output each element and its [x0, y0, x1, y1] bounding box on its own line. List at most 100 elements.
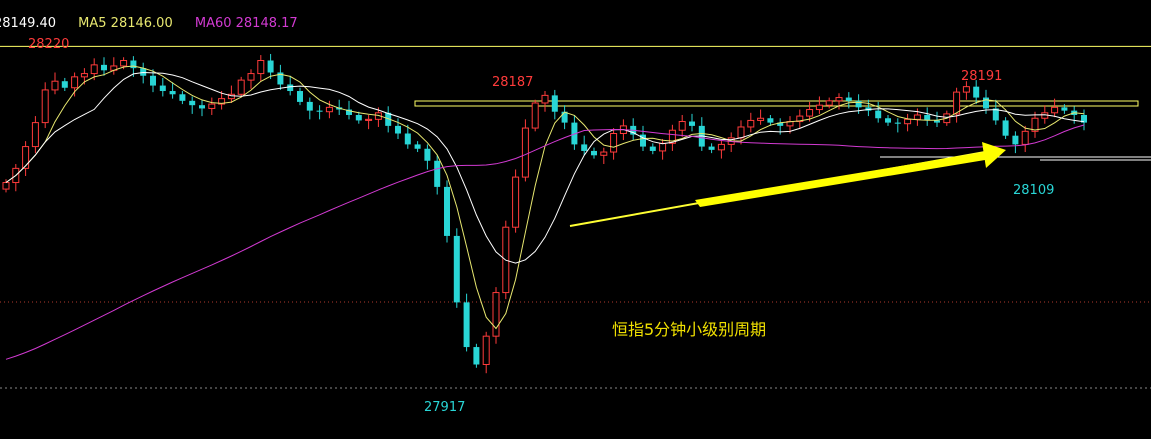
trend-arrow-head [982, 142, 1006, 168]
candle-body-down [414, 144, 421, 149]
candle-body-up [1021, 130, 1029, 145]
candle-body-down [894, 122, 901, 124]
candle-body-up [521, 127, 529, 178]
candle-body-down [355, 114, 362, 121]
candle-body-up [668, 129, 676, 144]
candle-body-down [767, 118, 774, 123]
candle-body-down [640, 134, 646, 147]
candle-body-down [885, 118, 891, 123]
candle-body-up [531, 102, 539, 129]
candle-body-up [482, 335, 490, 365]
candle-body-up [71, 76, 79, 89]
resistance-channel [414, 100, 1139, 107]
candle-body-up [2, 182, 10, 190]
low-label: 27917 [424, 400, 466, 415]
candle-body-up [1031, 117, 1039, 132]
candle-body-down [689, 121, 695, 126]
candle-body-down [316, 110, 323, 112]
candle-body-up [41, 89, 49, 124]
candle-body-up [237, 79, 245, 95]
candle-body-up [257, 60, 265, 75]
candle-body-down [1081, 114, 1087, 123]
candle-body-down [150, 75, 156, 86]
candle-body-up [22, 146, 30, 169]
candle-body-down [924, 114, 931, 121]
candle-body-down [297, 91, 303, 102]
candle-body-up [737, 126, 745, 139]
candle-body-up [31, 122, 39, 148]
candle-body-down [934, 120, 940, 123]
candle-body-down [473, 347, 480, 365]
candle-body-down [581, 144, 588, 151]
candle-body-up [208, 103, 216, 109]
candle-body-down [287, 84, 294, 92]
candle-body-down [306, 101, 313, 111]
candle-body-up [218, 98, 226, 105]
candle-body-down [983, 97, 989, 109]
candle-body-up [678, 121, 686, 131]
candle-body-down [346, 109, 352, 115]
candle-body-up [492, 292, 500, 337]
candle-body-up [815, 104, 823, 111]
candle-body-down [875, 110, 882, 119]
candle-body-down [855, 100, 862, 108]
candle-body-down [561, 111, 568, 123]
candle-body-up [659, 142, 667, 152]
candle-body-down [992, 108, 999, 121]
candle-body-down [140, 68, 147, 76]
candle-body-down [463, 302, 470, 348]
candle-body-down [1061, 107, 1068, 111]
candle-body-down [395, 125, 401, 134]
candle-body-down [444, 186, 450, 236]
candle-body-up [365, 118, 373, 121]
candle-body-down [189, 100, 196, 106]
candle-body-up [904, 118, 912, 125]
candle-body-up [51, 80, 59, 91]
candle-body-up [90, 64, 98, 75]
candle-body-up [247, 73, 255, 81]
candle-body-down [130, 60, 137, 69]
candle-body-down [169, 91, 176, 95]
ma60-line [5, 124, 1085, 360]
candle-body-up [541, 94, 549, 104]
candle-body-down [434, 160, 441, 187]
candle-body-down [277, 72, 284, 85]
candle-body-down [424, 148, 431, 161]
candle-body-down [973, 86, 980, 98]
candle-body-down [591, 150, 597, 156]
trend-arrow-shaft [695, 152, 985, 207]
candle-body-down [845, 97, 852, 101]
candle-body-up [806, 109, 814, 117]
candle-body-up [913, 114, 921, 120]
close-value: 28149.40 [0, 16, 57, 31]
candle-body-down [267, 60, 274, 73]
candle-body-down [101, 64, 107, 71]
ma5-legend: MA5 28146.00 [78, 16, 173, 31]
candle-body-up [835, 97, 843, 102]
candle-body-up [610, 133, 618, 153]
candle-body-up [227, 93, 235, 100]
candle-body-down [551, 95, 558, 112]
candle-body-up [1051, 106, 1059, 114]
candle-body-up [717, 143, 725, 151]
ma60-legend: MA60 28148.17 [194, 16, 298, 31]
low-label: 28109 [1013, 183, 1055, 198]
candle-body-up [757, 117, 765, 121]
candle-body-up [325, 106, 333, 113]
candle-body-up [80, 73, 88, 78]
candle-body-up [120, 60, 128, 67]
candle-body-down [1012, 135, 1019, 145]
candle-body-down [649, 146, 656, 151]
candle-body-down [179, 94, 186, 101]
candle-body-down [1002, 120, 1009, 136]
candle-body-down [61, 81, 68, 88]
high-label: 28220 [28, 37, 70, 52]
candle-body-down [385, 112, 392, 126]
legend: 28149.40 MA5 28146.00 MA60 28148.17 [0, 16, 316, 34]
candle-body-down [159, 85, 166, 92]
chart-caption: 恒指5分钟小级别周期 [612, 320, 767, 339]
candle-body-down [453, 235, 460, 303]
candle-body-up [962, 86, 970, 93]
